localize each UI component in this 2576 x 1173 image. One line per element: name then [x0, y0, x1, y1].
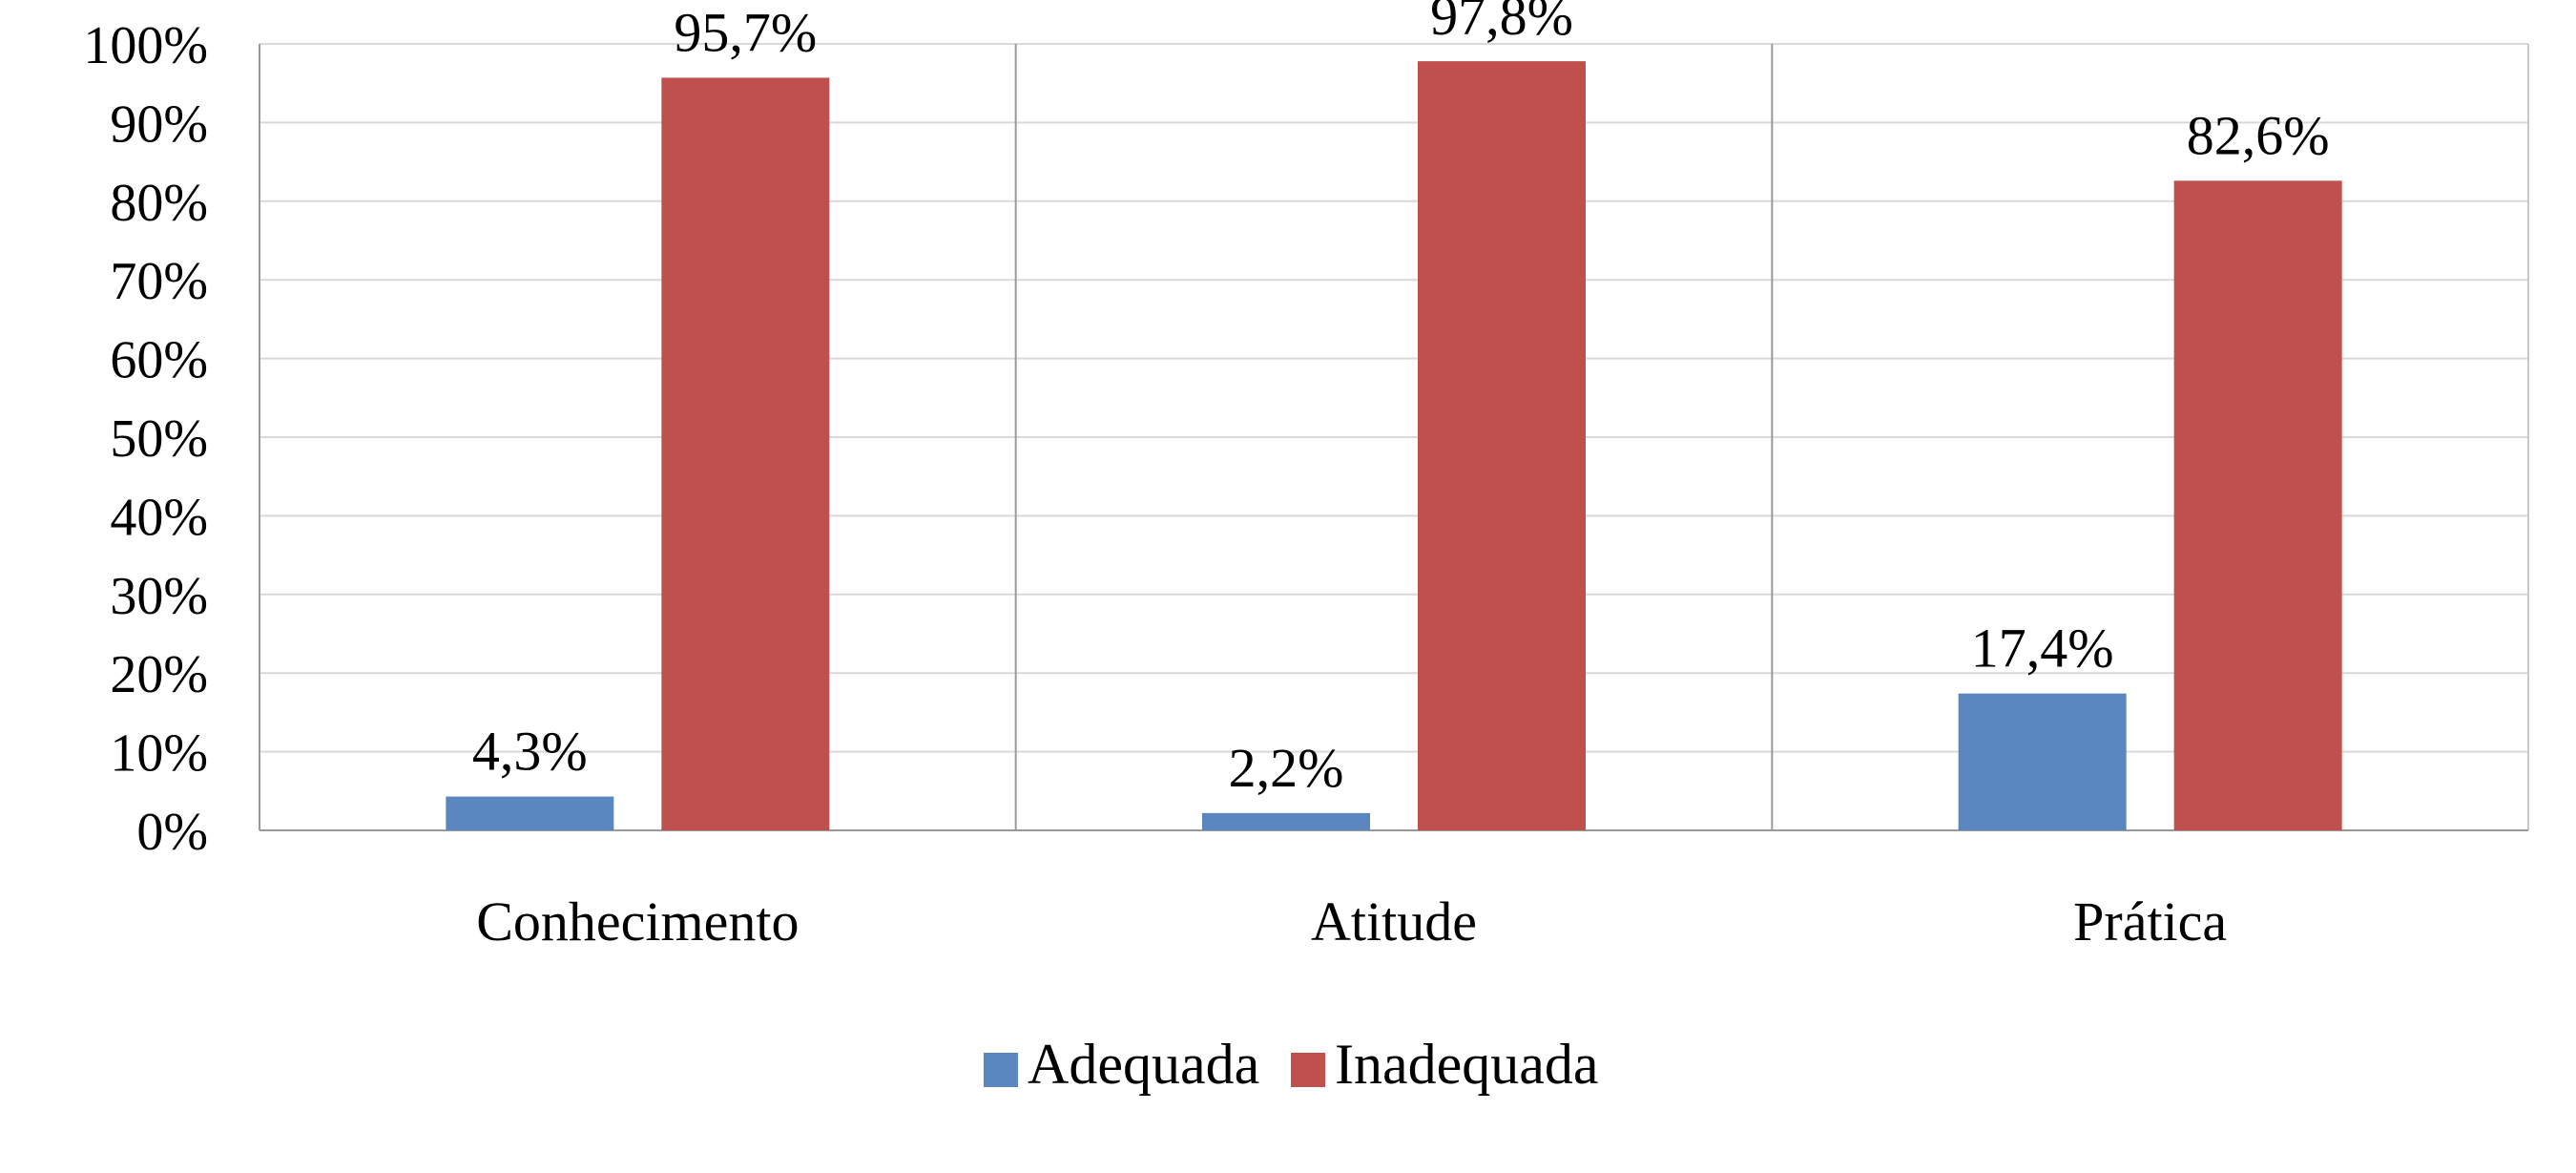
y-tick-label: 50% — [110, 409, 208, 469]
data-label: 4,3% — [472, 721, 588, 783]
y-tick-label: 100% — [83, 16, 208, 75]
bar-inadequada — [661, 77, 830, 830]
data-label: 95,7% — [674, 1, 817, 63]
legend: Adequada Inadequada — [984, 1033, 1599, 1096]
y-tick-label: 20% — [110, 645, 208, 704]
legend-label: Inadequada — [1335, 1033, 1599, 1096]
y-tick-label: 30% — [110, 567, 208, 626]
x-category-label: Prática — [2073, 890, 2227, 953]
data-label: 82,6% — [2187, 104, 2330, 166]
y-tick-label: 90% — [110, 94, 208, 154]
data-label: 2,2% — [1229, 737, 1344, 799]
bar-adequada — [446, 796, 614, 830]
bar-inadequada — [2173, 180, 2342, 831]
data-label: 97,8% — [1430, 0, 1573, 47]
legend-label: Adequada — [1028, 1033, 1259, 1096]
x-axis: Conhecimento Atitude Prática — [476, 890, 2227, 953]
bar-inadequada — [1418, 61, 1586, 831]
y-tick-label: 70% — [110, 252, 208, 311]
data-label: 17,4% — [1971, 618, 2114, 680]
y-tick-label: 0% — [136, 803, 208, 862]
legend-swatch-inadequada — [1291, 1053, 1325, 1087]
y-tick-label: 40% — [110, 488, 208, 547]
legend-swatch-adequada — [984, 1053, 1018, 1087]
data-labels: 4,3% 95,7% 2,2% 97,8% 17,4% 82,6% — [472, 0, 2330, 799]
bar-adequada — [1958, 693, 2127, 830]
gridlines — [259, 43, 2529, 831]
y-tick-label: 10% — [110, 724, 208, 784]
y-tick-label: 80% — [110, 174, 208, 233]
y-tick-label: 60% — [110, 331, 208, 390]
bar-adequada — [1202, 812, 1370, 830]
x-category-label: Conhecimento — [476, 890, 799, 953]
y-axis: 0% 10% 20% 30% 40% 50% 60% 70% 80% 90% 100% — [83, 16, 208, 862]
bars — [446, 61, 2342, 831]
x-category-label: Atitude — [1311, 890, 1477, 953]
